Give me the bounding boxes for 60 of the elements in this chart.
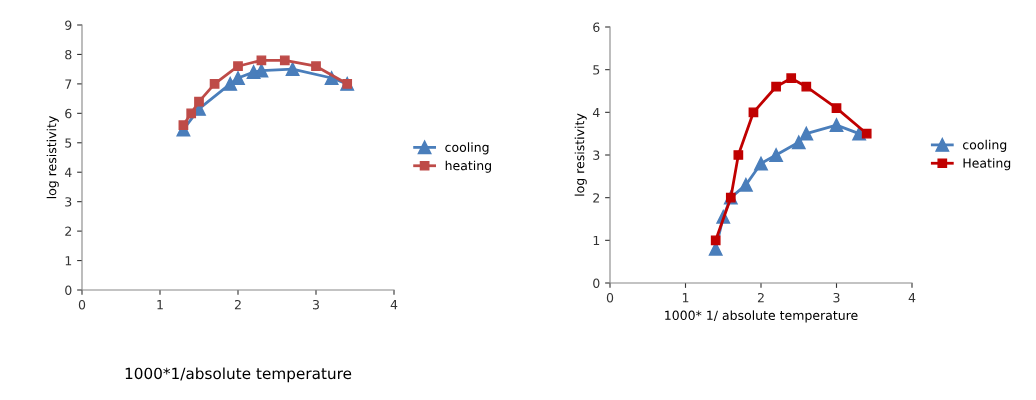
legend-label: cooling <box>445 142 489 155</box>
x-tick-label: 2 <box>757 292 764 303</box>
x-tick-label: 1 <box>157 300 163 310</box>
point <box>829 118 844 133</box>
point <box>231 71 245 85</box>
point <box>223 76 238 91</box>
y-tick-label: 4 <box>592 107 600 118</box>
point <box>710 235 721 246</box>
point <box>831 103 842 113</box>
point <box>771 81 781 92</box>
legend-label: cooling <box>963 139 1007 152</box>
y-tick-label: 2 <box>593 193 600 203</box>
y-tick-label: 7 <box>65 79 72 89</box>
y-tick-label: 2 <box>65 226 72 236</box>
y-tick-label: 9 <box>65 20 72 30</box>
y-axis-title: log resistivity <box>46 116 59 199</box>
y-tick-label: 5 <box>65 138 72 148</box>
point <box>233 61 243 72</box>
y-tick-label: 6 <box>65 108 72 119</box>
x-tick-label: 2 <box>234 299 241 310</box>
x-axis-title: 1000*1/absolute temperature <box>125 367 352 383</box>
y-tick-label: 6 <box>593 22 600 32</box>
point <box>748 107 759 118</box>
x-tick-label: 1 <box>682 293 689 303</box>
y-tick-label: 8 <box>65 49 72 60</box>
point <box>186 108 197 119</box>
legend-label: heating <box>445 160 491 173</box>
legend-label: Heating <box>963 158 1011 171</box>
point <box>256 55 267 66</box>
x-tick-label: 4 <box>390 300 398 310</box>
point <box>799 126 814 141</box>
point <box>285 62 300 77</box>
point <box>209 79 220 89</box>
point <box>178 120 189 130</box>
x-tick-label: 3 <box>312 299 319 310</box>
y-tick-label: 4 <box>64 167 72 177</box>
point <box>733 150 744 160</box>
x-tick-label: 4 <box>908 293 916 303</box>
y-tick-label: 5 <box>593 65 600 75</box>
y-tick-label: 3 <box>65 197 72 207</box>
y-tick-label: 1 <box>593 235 600 246</box>
y-axis-title: log resistivity <box>574 113 587 196</box>
y-tick-label: 3 <box>593 150 600 160</box>
point <box>279 55 290 66</box>
x-tick-label: 0 <box>606 292 614 303</box>
point <box>786 73 797 84</box>
point <box>791 135 806 150</box>
y-tick-label: 0 <box>65 285 72 295</box>
x-tick-label: 3 <box>833 292 840 303</box>
x-tick-label: 0 <box>78 299 86 310</box>
point <box>769 148 784 162</box>
point <box>754 156 768 171</box>
point <box>311 61 321 72</box>
y-tick-label: 1 <box>65 256 72 266</box>
y-tick-label: 0 <box>593 278 600 288</box>
point <box>738 177 753 192</box>
x-axis-title: 1000* 1/ absolute temperature <box>665 310 858 323</box>
point <box>801 81 812 92</box>
point <box>194 96 204 107</box>
point <box>861 128 872 139</box>
